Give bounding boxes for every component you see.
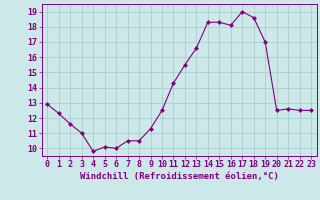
X-axis label: Windchill (Refroidissement éolien,°C): Windchill (Refroidissement éolien,°C) xyxy=(80,172,279,181)
